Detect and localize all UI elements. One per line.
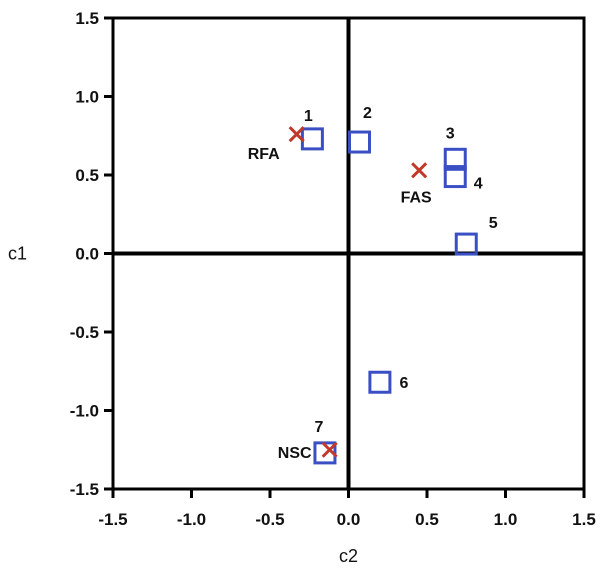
- y-tick-label: 0.0: [75, 245, 99, 264]
- square-marker-1: [300, 127, 324, 151]
- y-tick-label: 0.5: [75, 166, 99, 185]
- square-marker-2: [347, 130, 371, 154]
- square-marker-5: [454, 232, 478, 256]
- y-tick-label: -1.5: [70, 480, 99, 499]
- square-marker-4: [443, 165, 467, 189]
- y-tick-label: 1.0: [75, 88, 99, 107]
- cross-label-rfa: RFA: [248, 146, 280, 163]
- y-tick-label: -0.5: [70, 323, 99, 342]
- x-axis-title: c2: [339, 546, 358, 566]
- x-tick-label: 0.0: [337, 510, 361, 529]
- square-label-6: 6: [399, 375, 408, 392]
- cross-label-fas: FAS: [401, 189, 432, 206]
- x-tick-label: -1.5: [98, 510, 127, 529]
- square-label-5: 5: [489, 215, 498, 232]
- cross-marker-nsc: [321, 441, 338, 458]
- y-tick-label: 1.5: [75, 9, 99, 28]
- x-tick-label: 1.5: [572, 510, 596, 529]
- square-label-1: 1: [304, 108, 313, 125]
- cross-marker-fas: [411, 162, 428, 179]
- cross-label-nsc: NSC: [278, 445, 312, 462]
- x-tick-label: 1.0: [494, 510, 518, 529]
- square-marker-3: [443, 147, 467, 171]
- square-marker-6: [368, 370, 392, 394]
- square-label-2: 2: [363, 105, 372, 122]
- square-label-7: 7: [314, 419, 323, 436]
- cross-marker-rfa: [288, 126, 305, 143]
- square-label-3: 3: [446, 125, 455, 142]
- y-axis-title: c1: [8, 244, 27, 264]
- square-label-4: 4: [474, 176, 483, 193]
- y-tick-label: -1.0: [70, 402, 99, 421]
- x-tick-label: -0.5: [255, 510, 284, 529]
- square-marker-7: [313, 441, 337, 465]
- x-tick-label: -1.0: [177, 510, 206, 529]
- x-tick-label: 0.5: [415, 510, 439, 529]
